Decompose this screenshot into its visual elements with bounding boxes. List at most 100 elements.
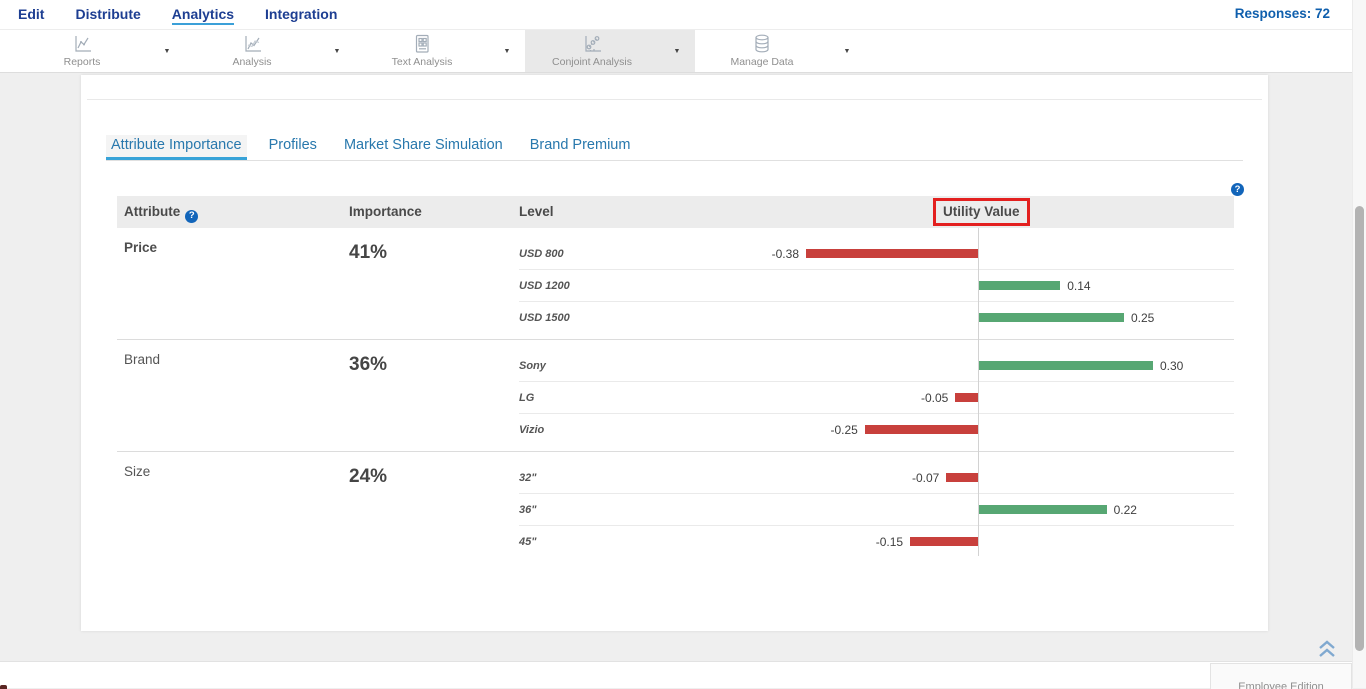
utility-value-label: 0.22 (1113, 503, 1137, 517)
scroll-to-top-button[interactable] (1316, 639, 1338, 659)
table-body: Price 41% USD 800 -0.38 USD 1200 0.14 USD 1500… (117, 228, 1234, 564)
analysis-chart-icon (241, 33, 263, 55)
toolbar-item-text-analysis: Text Analysis ▼ (355, 30, 525, 72)
utility-value-label: -0.25 (830, 423, 858, 437)
level-label: 36" (519, 504, 537, 516)
conjoint-analysis-card: Attribute Importance Profiles Market Share… (81, 75, 1268, 631)
utility-bar-negative (946, 473, 978, 482)
chevron-down-icon: ▼ (843, 47, 851, 55)
level-label: USD 800 (519, 248, 564, 260)
toolbar-item-conjoint-analysis: Conjoint Analysis ▼ (525, 30, 695, 72)
help-icon[interactable]: ? (1231, 183, 1244, 196)
level-row: USD 1500 0.25 (519, 302, 1234, 334)
footer-logo-icon (0, 685, 7, 689)
attribute-group-brand: Brand 36% Sony 0.30 LG -0.05 Vizio -0.25 (117, 340, 1234, 452)
utility-bar-positive (979, 505, 1107, 514)
zero-axis-line (978, 228, 979, 556)
section-help: ? (1231, 179, 1244, 197)
double-chevron-up-icon (1319, 640, 1335, 657)
vertical-scrollbar[interactable] (1352, 0, 1366, 688)
attribute-name: Brand (124, 352, 161, 367)
toolbar-label-text-analysis: Text Analysis (391, 56, 453, 68)
nav-link-distribute[interactable]: Distribute (75, 5, 141, 22)
attribute-name: Price (124, 240, 158, 255)
edition-label: Employee Edition (1238, 681, 1324, 689)
chevron-down-icon: ▼ (503, 47, 511, 55)
nav-link-analytics[interactable]: Analytics (171, 6, 235, 25)
toolbar-item-reports: Reports ▼ (15, 30, 185, 72)
tab-attribute-importance[interactable]: Attribute Importance (106, 135, 247, 160)
utility-bar-positive (979, 361, 1153, 370)
level-row: 45" -0.15 (519, 526, 1234, 558)
toolbar-button-analysis[interactable]: Analysis (185, 30, 319, 72)
toolbar-dropdown-reports[interactable]: ▼ (149, 30, 185, 72)
level-label: 45" (519, 536, 537, 548)
top-nav: Edit Distribute Analytics Integration Respo… (0, 0, 1366, 30)
utility-value-label: -0.05 (921, 391, 949, 405)
level-label: USD 1200 (519, 280, 570, 292)
utility-value-column-header: Utility Value (943, 204, 1020, 219)
level-label: LG (519, 392, 535, 404)
analytics-toolbar: Reports ▼ Analysis ▼ Text Analysis ▼ Con… (0, 30, 1366, 73)
level-row: 32" -0.07 (519, 462, 1234, 494)
toolbar-dropdown-analysis[interactable]: ▼ (319, 30, 355, 72)
attribute-help-icon[interactable]: ? (185, 209, 199, 223)
attribute-group-price: Price 41% USD 800 -0.38 USD 1200 0.14 USD 1500… (117, 228, 1234, 340)
utility-value-label: -0.38 (771, 247, 799, 261)
importance-column-header: Importance (349, 204, 422, 219)
attribute-name: Size (124, 464, 151, 479)
utility-bar-negative (955, 393, 978, 402)
toolbar-dropdown-manage-data[interactable]: ▼ (829, 30, 865, 72)
level-label: USD 1500 (519, 312, 570, 324)
level-row: LG -0.05 (519, 382, 1234, 414)
utility-value-label: -0.15 (875, 535, 904, 549)
database-icon (751, 33, 773, 55)
nav-link-edit[interactable]: Edit (18, 5, 45, 22)
tab-profiles[interactable]: Profiles (268, 137, 317, 153)
divider (87, 99, 1262, 100)
text-analysis-icon (411, 33, 433, 55)
scrollbar-thumb[interactable] (1355, 206, 1364, 651)
chevron-down-icon: ▼ (673, 47, 681, 55)
tab-brand-premium[interactable]: Brand Premium (529, 137, 631, 153)
conjoint-analysis-icon (581, 33, 603, 55)
utility-bar-positive (979, 313, 1124, 322)
footer-bar: Employee Edition (0, 661, 1366, 689)
utility-value-label: -0.07 (911, 471, 940, 485)
edition-badge: Employee Edition (1210, 663, 1352, 689)
level-row: 36" 0.22 (519, 494, 1234, 526)
utility-value-label: 0.30 (1160, 359, 1184, 373)
chevron-down-icon: ▼ (333, 47, 341, 55)
toolbar-button-manage-data[interactable]: Manage Data (695, 30, 829, 72)
importance-value: 41% (349, 242, 388, 263)
level-label: Sony (519, 360, 546, 372)
attribute-importance-table: Attribute? Importance Level Utility Valu… (117, 196, 1234, 564)
importance-value: 24% (349, 466, 388, 487)
toolbar-label-reports: Reports (63, 56, 101, 68)
attribute-group-size: Size 24% 32" -0.07 36" 0.22 45" -0.15 (117, 452, 1234, 564)
responses-count[interactable]: Responses: 72 (1234, 6, 1330, 21)
toolbar-button-reports[interactable]: Reports (15, 30, 149, 72)
utility-bar-negative (806, 249, 978, 258)
level-label: Vizio (519, 424, 545, 436)
toolbar-button-conjoint-analysis[interactable]: Conjoint Analysis (525, 30, 659, 72)
utility-value-label: 0.25 (1131, 311, 1155, 325)
toolbar-item-manage-data: Manage Data ▼ (695, 30, 865, 72)
tab-market-share-simulation[interactable]: Market Share Simulation (343, 137, 503, 153)
toolbar-dropdown-conjoint-analysis[interactable]: ▼ (659, 30, 695, 72)
annotation-highlight-box: Utility Value (933, 198, 1030, 226)
level-row: USD 1200 0.14 (519, 270, 1234, 302)
toolbar-item-analysis: Analysis ▼ (185, 30, 355, 72)
toolbar-button-text-analysis[interactable]: Text Analysis (355, 30, 489, 72)
chevron-down-icon: ▼ (163, 47, 171, 55)
reports-chart-icon (71, 33, 93, 55)
level-label: 32" (519, 472, 537, 484)
toolbar-dropdown-text-analysis[interactable]: ▼ (489, 30, 525, 72)
level-row: Vizio -0.25 (519, 414, 1234, 446)
toolbar-label-manage-data: Manage Data (730, 56, 794, 68)
nav-links: Edit Distribute Analytics Integration (18, 0, 337, 30)
nav-link-integration[interactable]: Integration (265, 5, 338, 22)
table-header-row: Attribute? Importance Level Utility Valu… (117, 196, 1234, 228)
toolbar-label-analysis: Analysis (232, 56, 272, 68)
level-row: USD 800 -0.38 (519, 238, 1234, 270)
